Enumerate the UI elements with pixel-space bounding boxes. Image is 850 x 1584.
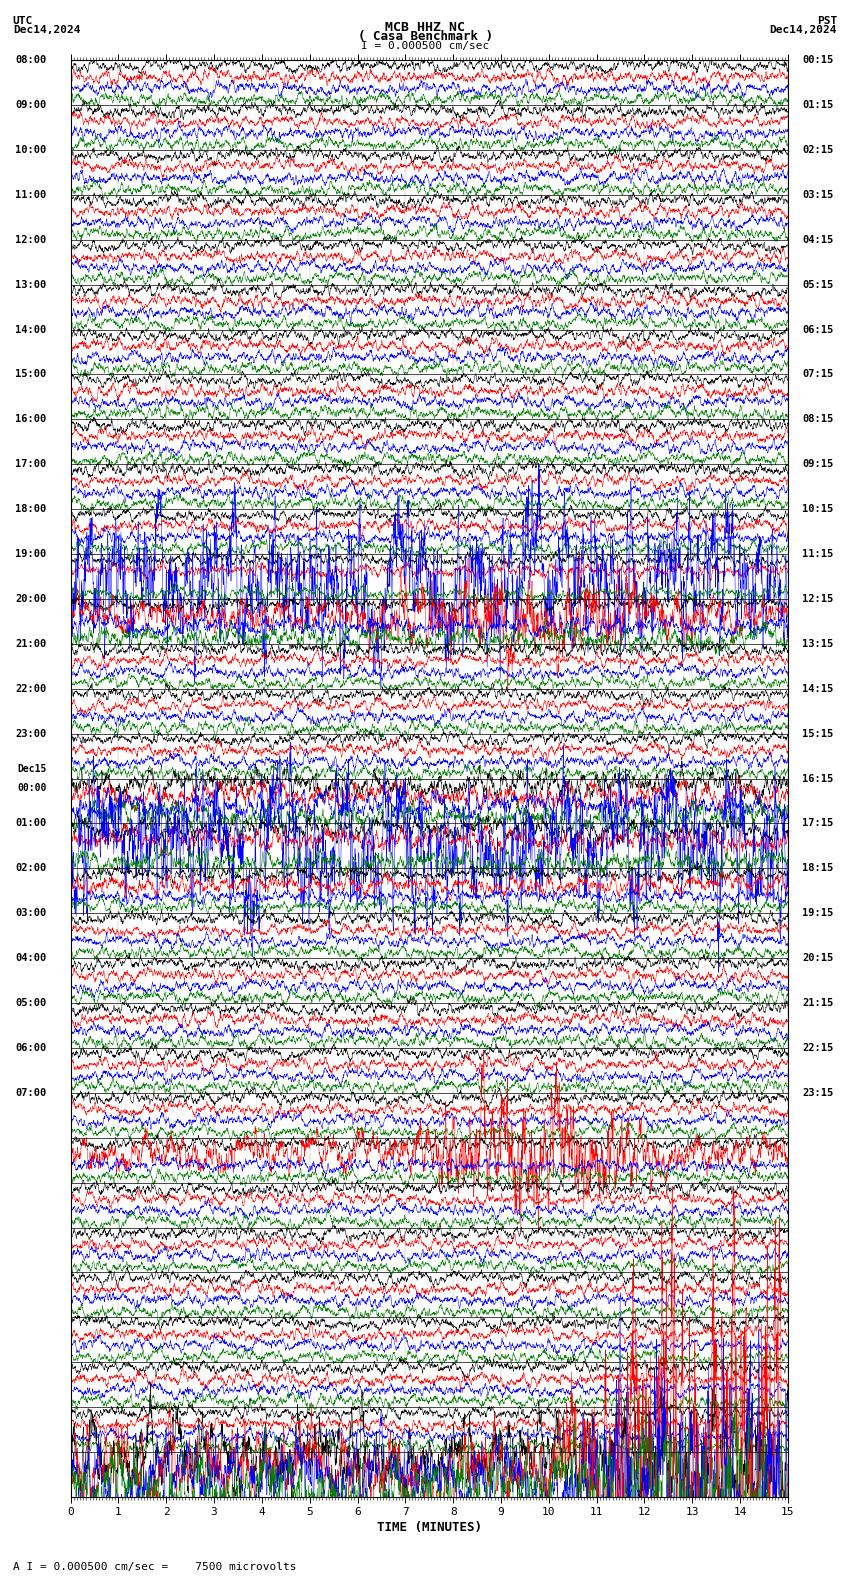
Text: 11:00: 11:00 (15, 190, 47, 200)
Text: 08:00: 08:00 (15, 55, 47, 65)
Text: Dec14,2024: Dec14,2024 (770, 25, 837, 35)
Text: 18:15: 18:15 (802, 863, 834, 873)
Text: 15:15: 15:15 (802, 729, 834, 738)
Text: 22:00: 22:00 (15, 684, 47, 694)
Text: 06:15: 06:15 (802, 325, 834, 334)
Text: 07:00: 07:00 (15, 1088, 47, 1098)
Text: 09:00: 09:00 (15, 100, 47, 111)
Text: 11:15: 11:15 (802, 550, 834, 559)
Text: ( Casa Benchmark ): ( Casa Benchmark ) (358, 30, 492, 43)
Text: 16:15: 16:15 (802, 773, 834, 784)
Text: 23:00: 23:00 (15, 729, 47, 738)
Text: 20:15: 20:15 (802, 954, 834, 963)
Text: 16:00: 16:00 (15, 415, 47, 425)
Text: 05:00: 05:00 (15, 998, 47, 1007)
Text: 22:15: 22:15 (802, 1042, 834, 1053)
Text: 03:00: 03:00 (15, 908, 47, 919)
Text: 07:15: 07:15 (802, 369, 834, 380)
Text: 19:00: 19:00 (15, 550, 47, 559)
Text: 18:00: 18:00 (15, 504, 47, 515)
Text: 13:15: 13:15 (802, 638, 834, 649)
Text: 09:15: 09:15 (802, 459, 834, 469)
Text: 10:15: 10:15 (802, 504, 834, 515)
Text: 03:15: 03:15 (802, 190, 834, 200)
Text: 00:15: 00:15 (802, 55, 834, 65)
Text: 08:15: 08:15 (802, 415, 834, 425)
Text: Dec15: Dec15 (17, 763, 47, 775)
Text: 21:15: 21:15 (802, 998, 834, 1007)
Text: 06:00: 06:00 (15, 1042, 47, 1053)
Text: 12:00: 12:00 (15, 234, 47, 246)
X-axis label: TIME (MINUTES): TIME (MINUTES) (377, 1522, 482, 1535)
Text: 19:15: 19:15 (802, 908, 834, 919)
Text: 17:15: 17:15 (802, 819, 834, 828)
Text: 13:00: 13:00 (15, 280, 47, 290)
Text: 02:15: 02:15 (802, 146, 834, 155)
Text: 05:15: 05:15 (802, 280, 834, 290)
Text: 01:00: 01:00 (15, 819, 47, 828)
Text: 12:15: 12:15 (802, 594, 834, 604)
Text: 21:00: 21:00 (15, 638, 47, 649)
Text: MCB HHZ NC: MCB HHZ NC (385, 21, 465, 35)
Text: 14:00: 14:00 (15, 325, 47, 334)
Text: 23:15: 23:15 (802, 1088, 834, 1098)
Text: PST: PST (817, 16, 837, 27)
Text: 04:00: 04:00 (15, 954, 47, 963)
Text: 15:00: 15:00 (15, 369, 47, 380)
Text: 14:15: 14:15 (802, 684, 834, 694)
Text: I = 0.000500 cm/sec: I = 0.000500 cm/sec (361, 41, 489, 51)
Text: 04:15: 04:15 (802, 234, 834, 246)
Text: 01:15: 01:15 (802, 100, 834, 111)
Text: A I = 0.000500 cm/sec =    7500 microvolts: A I = 0.000500 cm/sec = 7500 microvolts (13, 1562, 297, 1571)
Text: Dec14,2024: Dec14,2024 (13, 25, 80, 35)
Text: 17:00: 17:00 (15, 459, 47, 469)
Text: 00:00: 00:00 (17, 782, 47, 794)
Text: 20:00: 20:00 (15, 594, 47, 604)
Text: 02:00: 02:00 (15, 863, 47, 873)
Text: UTC: UTC (13, 16, 33, 27)
Text: 10:00: 10:00 (15, 146, 47, 155)
